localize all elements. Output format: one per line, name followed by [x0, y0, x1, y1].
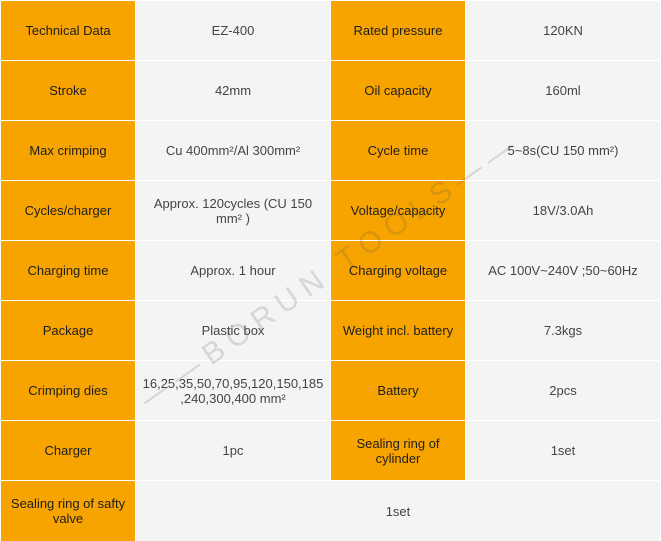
- spec-value-cell: 5~8s(CU 150 mm²): [466, 121, 661, 181]
- spec-value-cell: Approx. 1 hour: [136, 241, 331, 301]
- spec-value-cell: 1pc: [136, 421, 331, 481]
- spec-value-cell: 18V/3.0Ah: [466, 181, 661, 241]
- table-row: Crimping dies16,25,35,50,70,95,120,150,1…: [1, 361, 661, 421]
- table-row: Stroke42mmOil capacity160ml: [1, 61, 661, 121]
- spec-value-cell: 16,25,35,50,70,95,120,150,185,240,300,40…: [136, 361, 331, 421]
- spec-label-cell: Sealing ring of safty valve: [1, 481, 136, 541]
- spec-value-cell: Approx. 120cycles (CU 150 mm² ): [136, 181, 331, 241]
- spec-label-cell: Stroke: [1, 61, 136, 121]
- spec-label-cell: Weight incl. battery: [331, 301, 466, 361]
- spec-value-cell: 42mm: [136, 61, 331, 121]
- spec-value-cell: EZ-400: [136, 1, 331, 61]
- spec-label-cell: Sealing ring of cylinder: [331, 421, 466, 481]
- spec-value-cell: 1set: [466, 421, 661, 481]
- spec-value-cell: AC 100V~240V ;50~60Hz: [466, 241, 661, 301]
- spec-table-body: Technical DataEZ-400Rated pressure120KNS…: [1, 1, 661, 541]
- spec-label-cell: Technical Data: [1, 1, 136, 61]
- spec-label-cell: Cycles/charger: [1, 181, 136, 241]
- spec-label-cell: Battery: [331, 361, 466, 421]
- spec-label-cell: Charger: [1, 421, 136, 481]
- spec-value-cell: Cu 400mm²/Al 300mm²: [136, 121, 331, 181]
- table-row: Cycles/chargerApprox. 120cycles (CU 150 …: [1, 181, 661, 241]
- table-row: Charging timeApprox. 1 hourCharging volt…: [1, 241, 661, 301]
- spec-label-cell: Crimping dies: [1, 361, 136, 421]
- spec-value-cell: 2pcs: [466, 361, 661, 421]
- spec-value-cell: 160ml: [466, 61, 661, 121]
- spec-label-cell: Voltage/capacity: [331, 181, 466, 241]
- table-row: Sealing ring of safty valve1set: [1, 481, 661, 541]
- spec-value-cell: 120KN: [466, 1, 661, 61]
- spec-label-cell: Package: [1, 301, 136, 361]
- table-row: Max crimpingCu 400mm²/Al 300mm²Cycle tim…: [1, 121, 661, 181]
- table-row: Technical DataEZ-400Rated pressure120KN: [1, 1, 661, 61]
- spec-label-cell: Charging voltage: [331, 241, 466, 301]
- spec-label-cell: Cycle time: [331, 121, 466, 181]
- spec-label-cell: Rated pressure: [331, 1, 466, 61]
- spec-value-cell: 7.3kgs: [466, 301, 661, 361]
- table-row: Charger1pcSealing ring of cylinder1set: [1, 421, 661, 481]
- spec-value-cell: 1set: [136, 481, 661, 541]
- spec-value-cell: Plastic box: [136, 301, 331, 361]
- spec-label-cell: Oil capacity: [331, 61, 466, 121]
- spec-label-cell: Charging time: [1, 241, 136, 301]
- spec-table: Technical DataEZ-400Rated pressure120KNS…: [0, 0, 661, 541]
- spec-label-cell: Max crimping: [1, 121, 136, 181]
- table-row: PackagePlastic boxWeight incl. battery7.…: [1, 301, 661, 361]
